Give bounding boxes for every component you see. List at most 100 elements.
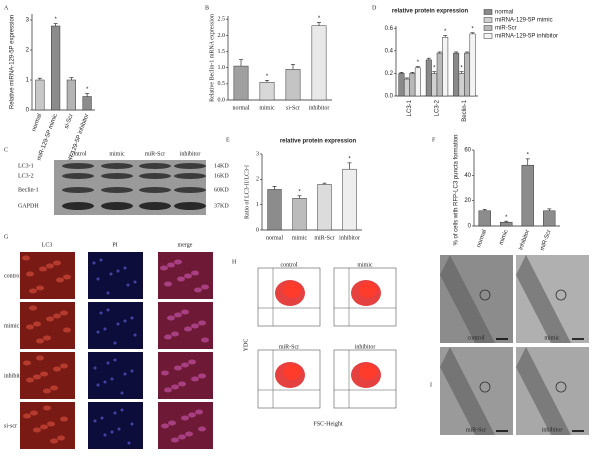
cell xyxy=(171,384,179,390)
cell xyxy=(23,413,31,419)
cell xyxy=(50,438,58,444)
blot-band xyxy=(174,187,206,193)
blot-band xyxy=(62,173,94,179)
cell xyxy=(30,410,38,416)
cell xyxy=(99,258,103,262)
cell xyxy=(47,421,55,427)
y-tick-label: 1.5 xyxy=(218,49,226,55)
cell xyxy=(60,416,68,422)
panel-letter: C xyxy=(4,147,8,153)
bar xyxy=(342,168,357,231)
significance: * xyxy=(460,65,463,71)
cell xyxy=(100,416,104,420)
blot-band xyxy=(139,187,171,193)
significance: * xyxy=(417,60,420,66)
cell xyxy=(130,316,134,320)
cell xyxy=(60,363,68,369)
y-tick-label: 0 xyxy=(256,227,259,233)
cell xyxy=(113,411,117,415)
cell xyxy=(33,427,41,433)
tem-vesicle xyxy=(479,289,491,301)
cell xyxy=(22,255,30,261)
flow-panel-label: inhibitor xyxy=(355,344,376,350)
y-axis-label: Relative Beclin-1 mRNA expression xyxy=(209,14,215,102)
x-tick-label: normal xyxy=(476,229,488,248)
bar xyxy=(543,210,556,227)
blot-band xyxy=(139,202,171,210)
significance: * xyxy=(266,74,269,80)
bar xyxy=(267,189,282,231)
blot-band xyxy=(62,163,94,169)
y-tick-label: 20 xyxy=(464,198,471,204)
cell xyxy=(126,283,130,287)
fluorescence-image xyxy=(88,402,143,449)
x-tick-label: mimic xyxy=(292,235,308,241)
bar xyxy=(403,78,410,97)
x-tick-label: mimic xyxy=(499,229,510,246)
bar xyxy=(233,65,249,101)
legend-label: miRNA-129-5P inhibitor xyxy=(495,34,558,40)
cell xyxy=(171,437,179,443)
cell xyxy=(174,312,182,318)
cell xyxy=(26,324,34,330)
significance: * xyxy=(505,215,508,221)
cell xyxy=(174,365,182,371)
cell xyxy=(174,259,182,265)
panel-letter: B xyxy=(205,5,209,11)
panel-letter: A xyxy=(4,5,9,11)
cell xyxy=(63,274,71,280)
y-tick-label: 0.5 xyxy=(218,81,226,87)
bar xyxy=(478,210,491,227)
cell xyxy=(43,335,51,341)
event-cloud xyxy=(359,282,377,298)
x-tick-label: miR-Scr xyxy=(540,229,553,251)
y-tick-label: 0.6 xyxy=(385,26,394,32)
cell xyxy=(181,309,189,315)
bar xyxy=(317,184,332,231)
bar xyxy=(285,69,301,101)
legend-label: normal xyxy=(495,10,513,16)
y-tick-label: 2.0 xyxy=(218,33,226,39)
y-tick-label: 2.5 xyxy=(218,17,226,23)
cell xyxy=(96,383,100,387)
bar xyxy=(436,52,443,97)
cell xyxy=(191,323,199,329)
cell xyxy=(177,276,185,282)
tem-vesicle xyxy=(479,381,491,393)
cell xyxy=(40,371,48,377)
tem-structure xyxy=(440,255,495,343)
bar xyxy=(82,96,92,111)
cell xyxy=(198,320,206,326)
y-tick-label: 3 xyxy=(256,151,259,157)
cell xyxy=(92,261,96,265)
cell xyxy=(198,426,206,432)
cell xyxy=(57,435,65,441)
significance: * xyxy=(298,189,301,195)
flow-x-label: FSC-Height xyxy=(313,421,342,427)
bar xyxy=(500,221,513,227)
cell xyxy=(123,319,127,323)
cell xyxy=(36,285,44,291)
cell xyxy=(161,370,169,376)
significance: * xyxy=(54,17,57,23)
y-tick-label: 0.0 xyxy=(218,97,226,103)
fluorescence-image xyxy=(88,252,143,299)
tem-vesicle xyxy=(555,289,567,301)
y-tick-label: 60 xyxy=(464,148,471,154)
cell xyxy=(53,260,61,266)
legend-swatch xyxy=(483,33,493,39)
bar xyxy=(431,73,438,97)
y-tick-label: 2 xyxy=(256,177,259,183)
cell xyxy=(184,326,192,332)
x-tick-label: si-Scr xyxy=(286,105,300,111)
cell xyxy=(43,388,51,394)
cell xyxy=(167,262,175,268)
blot-band xyxy=(101,187,133,193)
tem-label: miR-Scr xyxy=(466,427,486,433)
blot-row-label: Beclin-1 xyxy=(18,187,39,193)
y-axis-label: Relative miRNA-129-5P expression xyxy=(10,15,16,109)
blot-band xyxy=(101,163,133,169)
cell xyxy=(201,337,209,343)
tem-vesicle xyxy=(555,381,567,393)
cell xyxy=(113,358,117,362)
